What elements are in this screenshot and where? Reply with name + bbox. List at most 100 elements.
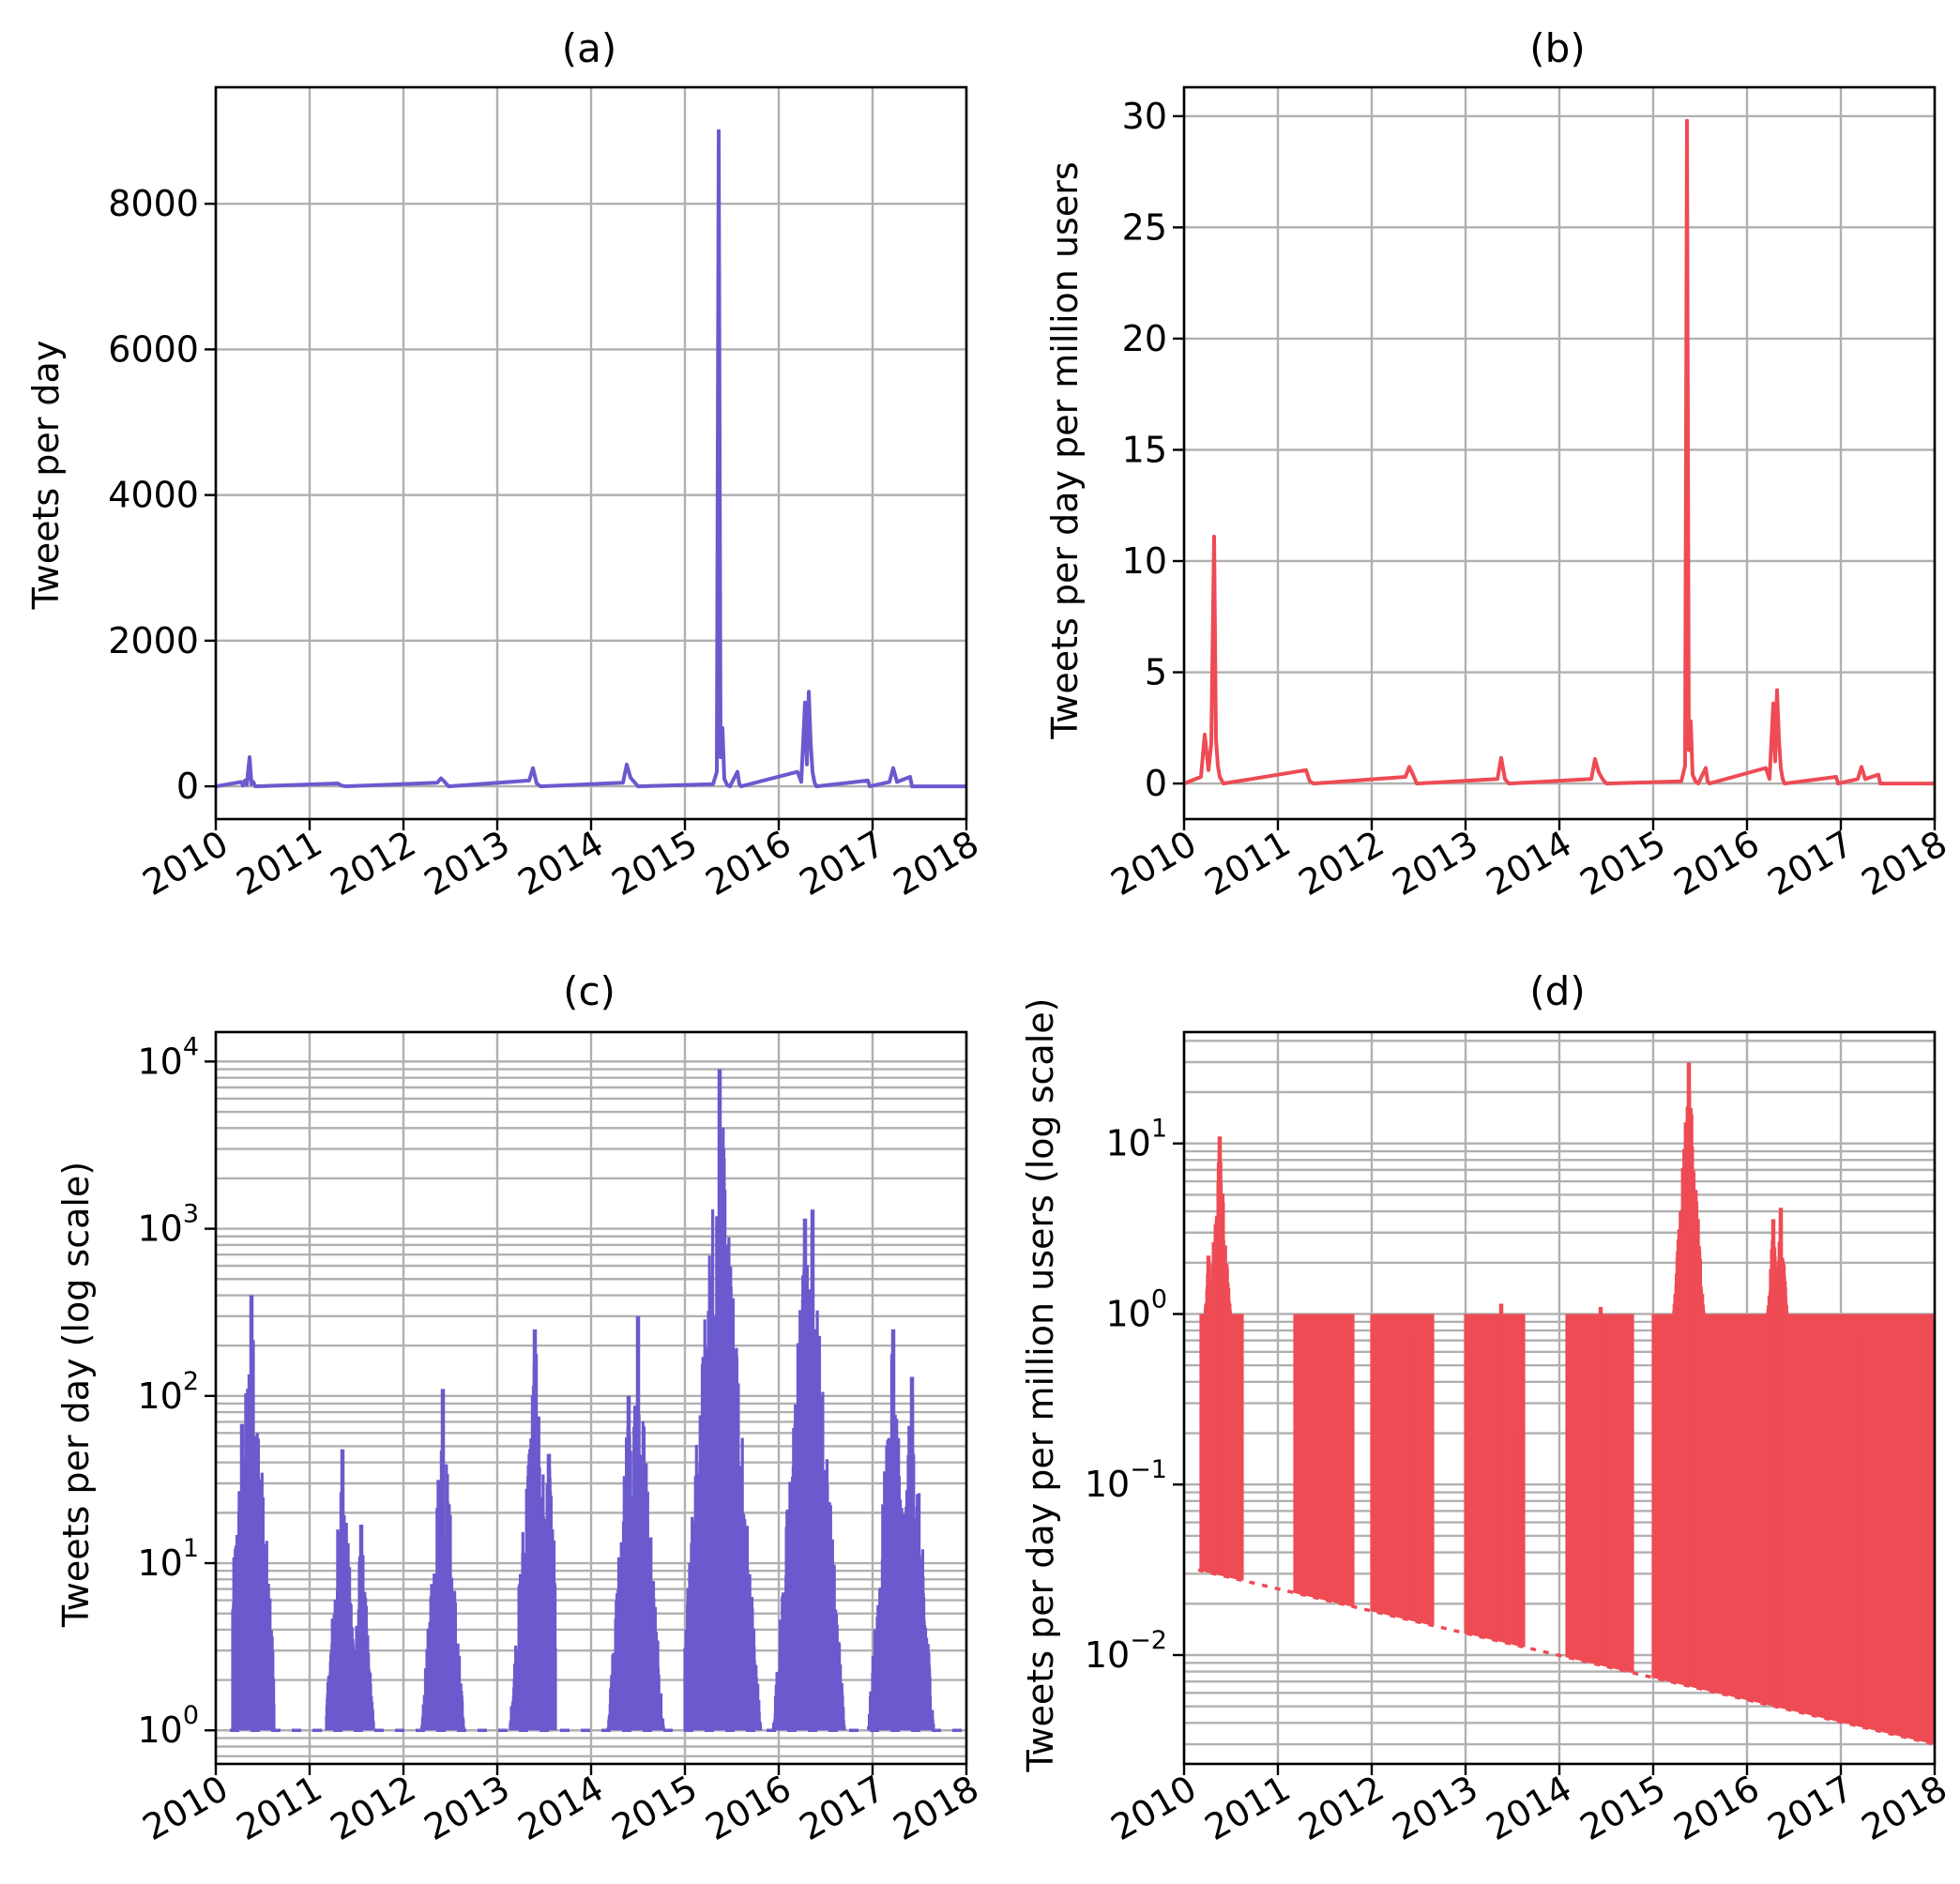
x-tick-label: 2016 bbox=[1667, 1768, 1767, 1848]
series-burst-3 bbox=[1464, 1307, 1526, 1648]
x-tick-label: 2012 bbox=[1292, 1768, 1391, 1848]
y-tick-label: 10−2 bbox=[1085, 1626, 1167, 1676]
x-tick-label: 2018 bbox=[1855, 1768, 1954, 1848]
x-tick-label: 2010 bbox=[1104, 823, 1204, 904]
y-tick-label: 2000 bbox=[108, 620, 199, 661]
y-tick-label: 8000 bbox=[108, 183, 199, 224]
panel-a-ylabel: Tweets per day bbox=[25, 341, 67, 611]
series-burst-1 bbox=[1293, 1314, 1355, 1607]
panel-a-title: (a) bbox=[562, 25, 617, 71]
x-tick-label: 2011 bbox=[230, 1768, 329, 1848]
panel-c-yaxis: 100 101 102 103 104 bbox=[137, 1032, 216, 1751]
series-burst-2 bbox=[1370, 1314, 1435, 1626]
y-tick-label: 101 bbox=[1105, 1115, 1167, 1164]
x-tick-label: 2018 bbox=[887, 823, 986, 904]
panel-b-plot: 2010201120122013201420152016201720180510… bbox=[1104, 85, 1954, 904]
x-tick-label: 2011 bbox=[1198, 1768, 1298, 1848]
x-tick-label: 2014 bbox=[1480, 1768, 1579, 1848]
x-tick-label: 2013 bbox=[1386, 1768, 1485, 1848]
panel-b-yaxis: 0 5 10 15 20 25 30 bbox=[1122, 96, 1184, 804]
y-tick-label: 103 bbox=[137, 1200, 199, 1250]
series-burst-6 bbox=[777, 1230, 873, 1731]
panel-b-title: (b) bbox=[1529, 25, 1585, 71]
panel-a-grid bbox=[214, 87, 968, 819]
panel-a-yaxis: 0 2000 4000 6000 8000 bbox=[108, 183, 216, 807]
y-tick-label: 101 bbox=[137, 1534, 199, 1584]
panel-c-grid bbox=[214, 1032, 968, 1764]
series-burst-6 bbox=[1745, 1213, 1841, 1722]
x-tick-label: 2010 bbox=[136, 1768, 236, 1848]
x-tick-label: 2016 bbox=[699, 1768, 798, 1848]
y-tick-label: 10−1 bbox=[1085, 1455, 1167, 1505]
series-burst-7 bbox=[871, 1354, 935, 1731]
y-tick-label: 0 bbox=[1145, 763, 1167, 804]
panel-d-yaxis: 10−2 10−1 100 101 bbox=[1085, 1115, 1184, 1676]
x-tick-label: 2012 bbox=[324, 1768, 423, 1848]
x-tick-label: 2013 bbox=[418, 1768, 517, 1848]
panel-b-series bbox=[1184, 118, 1935, 786]
panel-b-grid bbox=[1182, 87, 1937, 819]
x-tick-label: 2017 bbox=[1761, 823, 1861, 904]
y-tick-label: 5 bbox=[1145, 652, 1167, 693]
series-burst-2 bbox=[420, 1443, 466, 1731]
panel-c-series bbox=[230, 1069, 966, 1732]
panel-b-ylabel: Tweets per day per million users bbox=[1044, 161, 1086, 739]
x-tick-label: 2018 bbox=[887, 1768, 986, 1848]
panel-a: (a) Tweets per day 201020112012201320142… bbox=[25, 25, 986, 904]
x-tick-label: 2015 bbox=[605, 823, 705, 904]
series-burst-5 bbox=[1651, 1091, 1749, 1700]
x-tick-label: 2017 bbox=[793, 1768, 892, 1848]
x-tick-label: 2016 bbox=[1667, 823, 1767, 904]
x-tick-label: 2014 bbox=[1480, 823, 1579, 904]
y-tick-label: 100 bbox=[1105, 1284, 1167, 1334]
series-burst-3 bbox=[508, 1353, 557, 1731]
panel-d-ylabel: Tweets per day per million users (log sc… bbox=[1020, 998, 1061, 1773]
series-line-tweets-per-million-users bbox=[1184, 118, 1935, 786]
x-tick-label: 2012 bbox=[324, 823, 423, 904]
panel-a-series bbox=[216, 129, 966, 789]
x-tick-label: 2011 bbox=[230, 823, 329, 904]
x-tick-label: 2015 bbox=[605, 1768, 705, 1848]
panel-d: (d) Tweets per day per million users (lo… bbox=[1020, 968, 1954, 1848]
y-tick-label: 10 bbox=[1122, 540, 1167, 582]
series-burst-5 bbox=[683, 1124, 781, 1731]
y-tick-label: 25 bbox=[1122, 206, 1167, 248]
y-tick-label: 15 bbox=[1122, 429, 1167, 470]
x-tick-label: 2010 bbox=[1104, 1768, 1204, 1848]
series-burst-7 bbox=[1839, 1314, 1935, 1744]
series-burst-4 bbox=[1565, 1310, 1634, 1673]
x-tick-label: 2015 bbox=[1573, 1768, 1673, 1848]
series-burst-1 bbox=[325, 1492, 375, 1731]
x-tick-label: 2015 bbox=[1573, 823, 1673, 904]
y-tick-label: 4000 bbox=[108, 475, 199, 516]
panel-d-title: (d) bbox=[1529, 968, 1585, 1014]
x-tick-label: 2017 bbox=[1761, 1768, 1861, 1848]
panel-d-series bbox=[1197, 1062, 1935, 1746]
panel-c: (c) Tweets per day (log scale) 201020112… bbox=[55, 968, 986, 1848]
panel-c-title: (c) bbox=[563, 968, 615, 1014]
x-tick-label: 2018 bbox=[1855, 823, 1954, 904]
series-line-tweets bbox=[216, 129, 966, 789]
y-tick-label: 104 bbox=[137, 1032, 199, 1082]
x-tick-label: 2017 bbox=[793, 823, 892, 904]
x-tick-label: 2013 bbox=[1386, 823, 1485, 904]
panel-c-plot: 2010201120122013201420152016201720181001… bbox=[136, 1030, 986, 1848]
x-tick-label: 2014 bbox=[511, 823, 611, 904]
y-tick-label: 6000 bbox=[108, 328, 199, 370]
x-tick-label: 2014 bbox=[511, 1768, 611, 1848]
x-tick-label: 2013 bbox=[418, 823, 517, 904]
y-tick-label: 100 bbox=[137, 1701, 199, 1751]
x-tick-label: 2011 bbox=[1198, 823, 1298, 904]
y-tick-label: 0 bbox=[176, 766, 199, 807]
y-tick-label: 20 bbox=[1122, 318, 1167, 359]
x-tick-label: 2016 bbox=[699, 823, 798, 904]
y-tick-label: 102 bbox=[137, 1367, 199, 1417]
panel-b: (b) Tweets per day per million users 201… bbox=[1044, 25, 1954, 904]
x-tick-label: 2012 bbox=[1292, 823, 1391, 904]
